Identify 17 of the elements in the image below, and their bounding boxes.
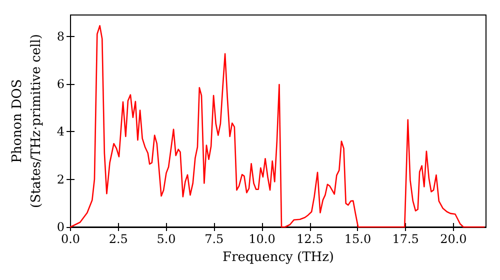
x-tick-label: 10.0 bbox=[248, 232, 276, 246]
x-tick-label: 15.0 bbox=[344, 232, 372, 246]
line-series bbox=[70, 25, 485, 228]
x-tick-label: 17.5 bbox=[392, 232, 419, 246]
x-tick-label: 0.0 bbox=[60, 232, 80, 246]
x-tick-label: 20.0 bbox=[440, 232, 467, 246]
x-tick-label: 12.5 bbox=[296, 232, 324, 246]
x-tick-label: 2.5 bbox=[108, 232, 128, 246]
y-tick-label: 2 bbox=[56, 172, 65, 186]
y-tick-label: 4 bbox=[56, 124, 65, 139]
x-axis-title: Frequency (THz) bbox=[222, 250, 334, 265]
x-tick-label: 7.5 bbox=[204, 232, 224, 246]
y-tick-label: 0 bbox=[56, 220, 65, 234]
y-tick-label: 8 bbox=[56, 29, 65, 44]
y-tick-label: 6 bbox=[56, 77, 65, 92]
x-tick-label: 5.0 bbox=[156, 232, 176, 246]
y-axis-title: Phonon DOS (States/THz·primitive cell) bbox=[10, 34, 44, 208]
